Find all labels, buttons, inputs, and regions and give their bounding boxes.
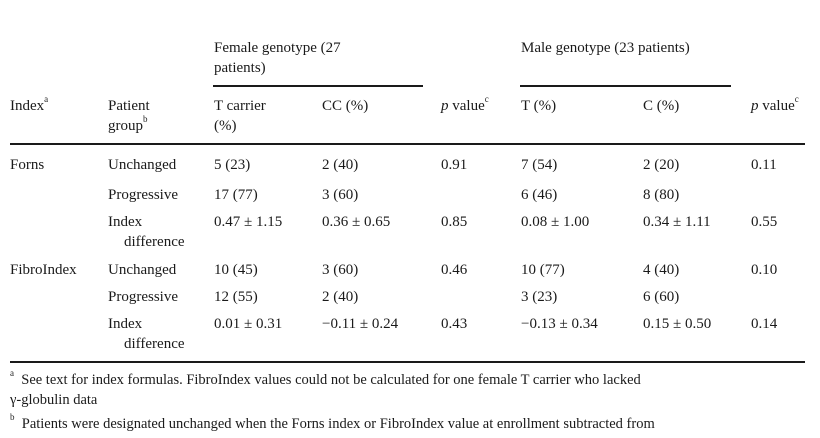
table-cell-group: Progressive xyxy=(108,289,178,305)
table-cell-f-cc: 2 (40) xyxy=(322,157,359,173)
col-patient-group-header: Patient xyxy=(108,98,150,114)
table-cell-f-cc: −0.11 ± 0.24 xyxy=(322,316,399,332)
table-cell-f-cc: 3 (60) xyxy=(322,262,359,278)
col-cc-header: CC (%) xyxy=(322,98,369,114)
table-cell-m-t: 0.08 ± 1.00 xyxy=(521,214,590,230)
table-cell-m-t: 7 (54) xyxy=(521,157,558,173)
table-cell-group: Index xyxy=(108,214,143,230)
col-t-carrier-header-cont: (%) xyxy=(214,118,237,134)
table-cell-m-c: 0.34 ± 1.11 xyxy=(643,214,711,230)
col-patient-group-header-cont: groupb xyxy=(108,114,148,135)
female-genotype-header-cont: patients) xyxy=(214,60,266,76)
table-cell-index: Forns xyxy=(10,157,45,173)
table-cell-m-t: 3 (23) xyxy=(521,289,558,305)
table-cell-m-c: 8 (80) xyxy=(643,187,680,203)
female-genotype-header: Female genotype (27 xyxy=(214,40,341,56)
table-cell-m-c: 4 (40) xyxy=(643,262,680,278)
table-bottom-rule xyxy=(10,361,805,363)
table-cell-m-c: 0.15 ± 0.50 xyxy=(643,316,712,332)
table-cell-f-t: 0.47 ± 1.15 xyxy=(214,214,283,230)
col-p-value-male-header: p valuec xyxy=(751,94,799,115)
table-cell-f-cc: 3 (60) xyxy=(322,187,359,203)
table-cell-group: Index xyxy=(108,316,143,332)
table-cell-f-t: 0.01 ± 0.31 xyxy=(214,316,283,332)
footnote-a-cont: γ-globulin data xyxy=(10,392,98,408)
table-cell-f-cc: 2 (40) xyxy=(322,289,359,305)
table-cell-group: Unchanged xyxy=(108,262,177,278)
table-cell-f-t: 5 (23) xyxy=(214,157,251,173)
col-c-header: C (%) xyxy=(643,98,680,114)
table-cell-f-cc: 0.36 ± 0.65 xyxy=(322,214,391,230)
table-cell-f-t: 10 (45) xyxy=(214,262,258,278)
table-cell-m-t: −0.13 ± 0.34 xyxy=(521,316,598,332)
footnote-a: a See text for index formulas. FibroInde… xyxy=(10,368,641,388)
col-p-value-female-header: p valuec xyxy=(441,94,489,115)
table-cell-m-p: 0.11 xyxy=(751,157,777,173)
table-cell-m-t: 6 (46) xyxy=(521,187,558,203)
table-cell-f-t: 12 (55) xyxy=(214,289,258,305)
table-cell-m-p: 0.14 xyxy=(751,316,778,332)
table-cell-index: FibroIndex xyxy=(10,262,77,278)
table-cell-group: Unchanged xyxy=(108,157,177,173)
col-t-carrier-header: T carrier xyxy=(214,98,266,114)
table-cell-m-p: 0.55 xyxy=(751,214,778,230)
col-index-header: Indexa xyxy=(10,94,49,115)
table-cell-m-t: 10 (77) xyxy=(521,262,565,278)
table-cell-f-p: 0.46 xyxy=(441,262,468,278)
table-cell-m-p: 0.10 xyxy=(751,262,778,278)
footnote-b: b Patients were designated unchanged whe… xyxy=(10,412,655,432)
table-cell-f-p: 0.91 xyxy=(441,157,468,173)
table-cell-group-cont: difference xyxy=(124,336,185,352)
table-cell-f-p: 0.85 xyxy=(441,214,468,230)
table-cell-m-c: 6 (60) xyxy=(643,289,680,305)
male-group-rule xyxy=(520,85,731,87)
col-t-header: T (%) xyxy=(521,98,557,114)
table-cell-group: Progressive xyxy=(108,187,178,203)
female-group-rule xyxy=(213,85,423,87)
table-cell-f-p: 0.43 xyxy=(441,316,468,332)
table-cell-group-cont: difference xyxy=(124,234,185,250)
table-cell-m-c: 2 (20) xyxy=(643,157,680,173)
table-cell-f-t: 17 (77) xyxy=(214,187,258,203)
male-genotype-header: Male genotype (23 patients) xyxy=(521,40,690,56)
header-bottom-rule xyxy=(10,143,805,145)
